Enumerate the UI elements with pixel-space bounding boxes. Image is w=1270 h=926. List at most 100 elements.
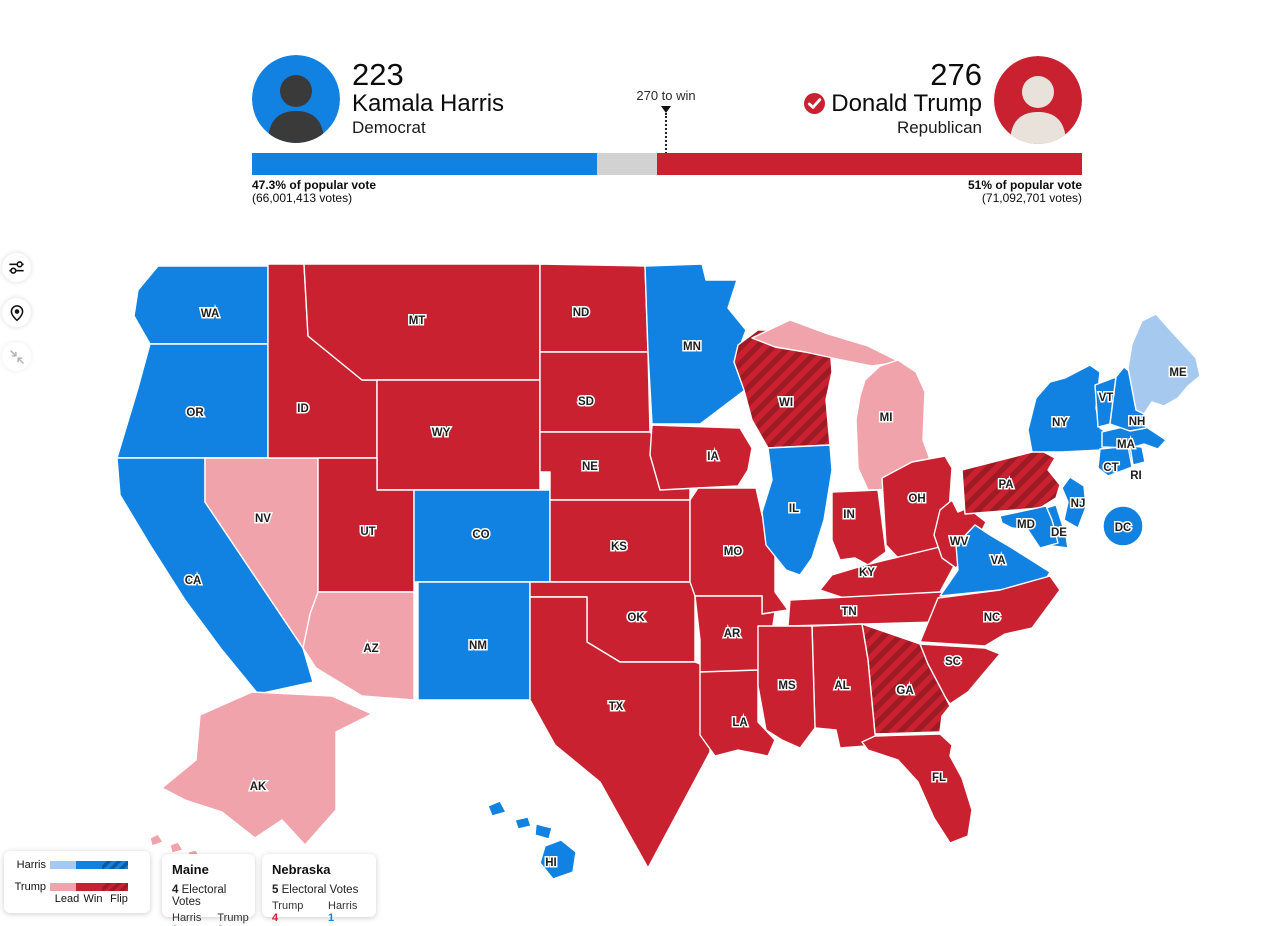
state-nd[interactable]	[539, 263, 649, 353]
trump-summary: 276 Donald Trump Republican	[804, 57, 982, 139]
winner-check-icon	[804, 93, 826, 114]
trump-bar-segment	[657, 153, 1082, 175]
harris-popular-count: (66,001,413 votes)	[252, 191, 353, 205]
state-ct[interactable]	[1097, 445, 1133, 477]
maine-result-harris: Harris 0	[172, 912, 201, 926]
legend-harris-row: Harris	[4, 859, 128, 871]
nebraska-trump-value: 4	[272, 912, 279, 924]
trump-electoral-votes: 276	[930, 57, 982, 92]
filter-sliders-icon	[9, 261, 24, 274]
legend-trump-row: Trump	[4, 881, 128, 893]
nebraska-card-title: Nebraska	[272, 862, 331, 877]
maine-harris-value: 0	[172, 924, 178, 926]
maine-trump-label: Trump	[217, 912, 249, 924]
state-nh[interactable]	[1109, 366, 1147, 432]
nebraska-ev-line: 5 Electoral Votes	[272, 884, 366, 896]
state-hi[interactable]	[514, 816, 532, 830]
legend-trump-flip-swatch	[102, 883, 128, 891]
nebraska-ev-count: 5	[272, 884, 279, 896]
maine-ev-line: 4 Electoral Votes	[172, 884, 245, 908]
state-ri[interactable]	[1129, 445, 1146, 466]
maine-result-trump: Trump 0	[217, 912, 248, 926]
state-il[interactable]	[761, 444, 833, 576]
map-filters-button[interactable]	[2, 253, 31, 282]
state-mn[interactable]	[644, 263, 747, 425]
state-ak[interactable]	[169, 841, 184, 854]
maine-trump-value: 0	[217, 924, 223, 926]
map-legend: Harris Trump Lead Win Flip	[4, 851, 150, 913]
state-az[interactable]	[302, 591, 415, 701]
state-hi[interactable]	[487, 800, 507, 817]
collapse-map-button[interactable]	[2, 342, 31, 371]
state-co[interactable]	[413, 489, 551, 583]
state-label-ri: RI	[1130, 470, 1142, 482]
legend-harris-flip-swatch	[102, 861, 128, 869]
state-in[interactable]	[831, 489, 887, 566]
trump-photo	[994, 56, 1082, 144]
state-ms[interactable]	[757, 625, 816, 749]
to-win-arrow-icon	[661, 106, 671, 113]
harris-photo	[252, 55, 340, 143]
harris-popular-pct: 47.3% of popular vote	[252, 178, 377, 192]
legend-trump-lead-swatch	[50, 883, 76, 891]
location-pin-icon	[10, 304, 23, 321]
state-wv[interactable]	[933, 499, 987, 569]
harris-name: Kamala Harris	[352, 90, 505, 117]
state-md[interactable]	[999, 505, 1059, 549]
harris-summary: 223 Kamala Harris Democrat	[352, 57, 505, 139]
legend-lead-label: Lead	[54, 893, 80, 905]
state-nm[interactable]	[417, 581, 531, 701]
state-ks[interactable]	[549, 499, 691, 583]
trump-popular-count: (71,092,701 votes)	[981, 191, 1082, 205]
maine-card: Maine 4 Electoral Votes Harris 0 Trump 0	[162, 854, 255, 926]
legend-flip-label: Flip	[110, 893, 128, 905]
state-wa[interactable]	[133, 265, 269, 345]
harris-party: Democrat	[352, 118, 426, 137]
maine-ev-label: Electoral Votes	[172, 884, 227, 908]
trump-popular-vote: 51% of popular vote (71,092,701 votes)	[968, 179, 1082, 205]
state-ak[interactable]	[149, 833, 164, 847]
trump-popular-pct: 51% of popular vote	[967, 178, 1082, 192]
legend-harris-label: Harris	[16, 859, 46, 871]
maine-ev-count: 4	[172, 884, 179, 896]
legend-win-label: Win	[83, 893, 103, 905]
state-or[interactable]	[116, 343, 269, 459]
trump-name: Donald Trump	[831, 90, 982, 117]
nebraska-harris-value: 1	[328, 912, 335, 924]
collapse-arrows-icon	[9, 349, 24, 364]
harris-portrait-silhouette	[252, 55, 340, 143]
harris-popular-vote: 47.3% of popular vote (66,001,413 votes)	[252, 179, 376, 205]
nebraska-harris-label: Harris	[328, 900, 358, 912]
state-nj[interactable]	[1061, 476, 1087, 529]
locate-button[interactable]	[2, 298, 31, 327]
legend-harris-lead-swatch	[50, 861, 76, 869]
legend-axis-labels: Lead Win Flip	[54, 893, 132, 905]
state-me[interactable]	[1127, 313, 1201, 415]
legend-trump-label: Trump	[14, 881, 46, 893]
nebraska-ev-label: Electoral Votes	[281, 884, 359, 896]
state-dc[interactable]	[1102, 505, 1144, 547]
state-ak[interactable]	[161, 691, 373, 846]
legend-harris-win-swatch	[76, 861, 102, 869]
state-nc[interactable]	[919, 575, 1061, 647]
state-pa[interactable]	[961, 449, 1061, 515]
trump-name-row: Donald Trump	[804, 90, 982, 117]
to-win-dotted-line	[665, 113, 667, 165]
nebraska-results-row: Trump 4 Harris 1	[272, 900, 366, 924]
trump-portrait-silhouette	[994, 56, 1082, 144]
state-hi[interactable]	[534, 823, 553, 840]
nebraska-result-trump: Trump 4	[272, 900, 312, 924]
nebraska-card: Nebraska 5 Electoral Votes Trump 4 Harri…	[262, 854, 376, 924]
state-ia[interactable]	[649, 424, 753, 491]
legend-trump-win-swatch	[76, 883, 102, 891]
harris-electoral-votes: 223	[352, 57, 404, 92]
state-sd[interactable]	[539, 351, 651, 433]
trump-party: Republican	[896, 118, 982, 137]
maine-card-title: Maine	[172, 862, 209, 877]
state-hi[interactable]	[539, 839, 577, 880]
state-wy[interactable]	[376, 379, 541, 491]
nebraska-trump-label: Trump	[272, 900, 304, 912]
state-fl[interactable]	[861, 733, 973, 844]
electoral-vote-bar	[252, 153, 1082, 175]
